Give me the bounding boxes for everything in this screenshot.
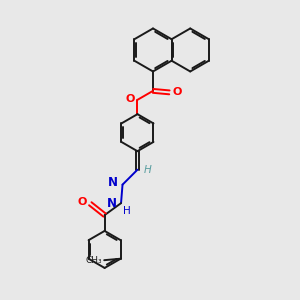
Text: N: N [108,176,118,189]
Text: H: H [123,206,131,216]
Text: H: H [144,165,152,175]
Text: O: O [78,197,87,207]
Text: O: O [172,87,182,98]
Text: N: N [107,197,117,210]
Text: CH₃: CH₃ [85,256,102,265]
Text: O: O [125,94,134,104]
